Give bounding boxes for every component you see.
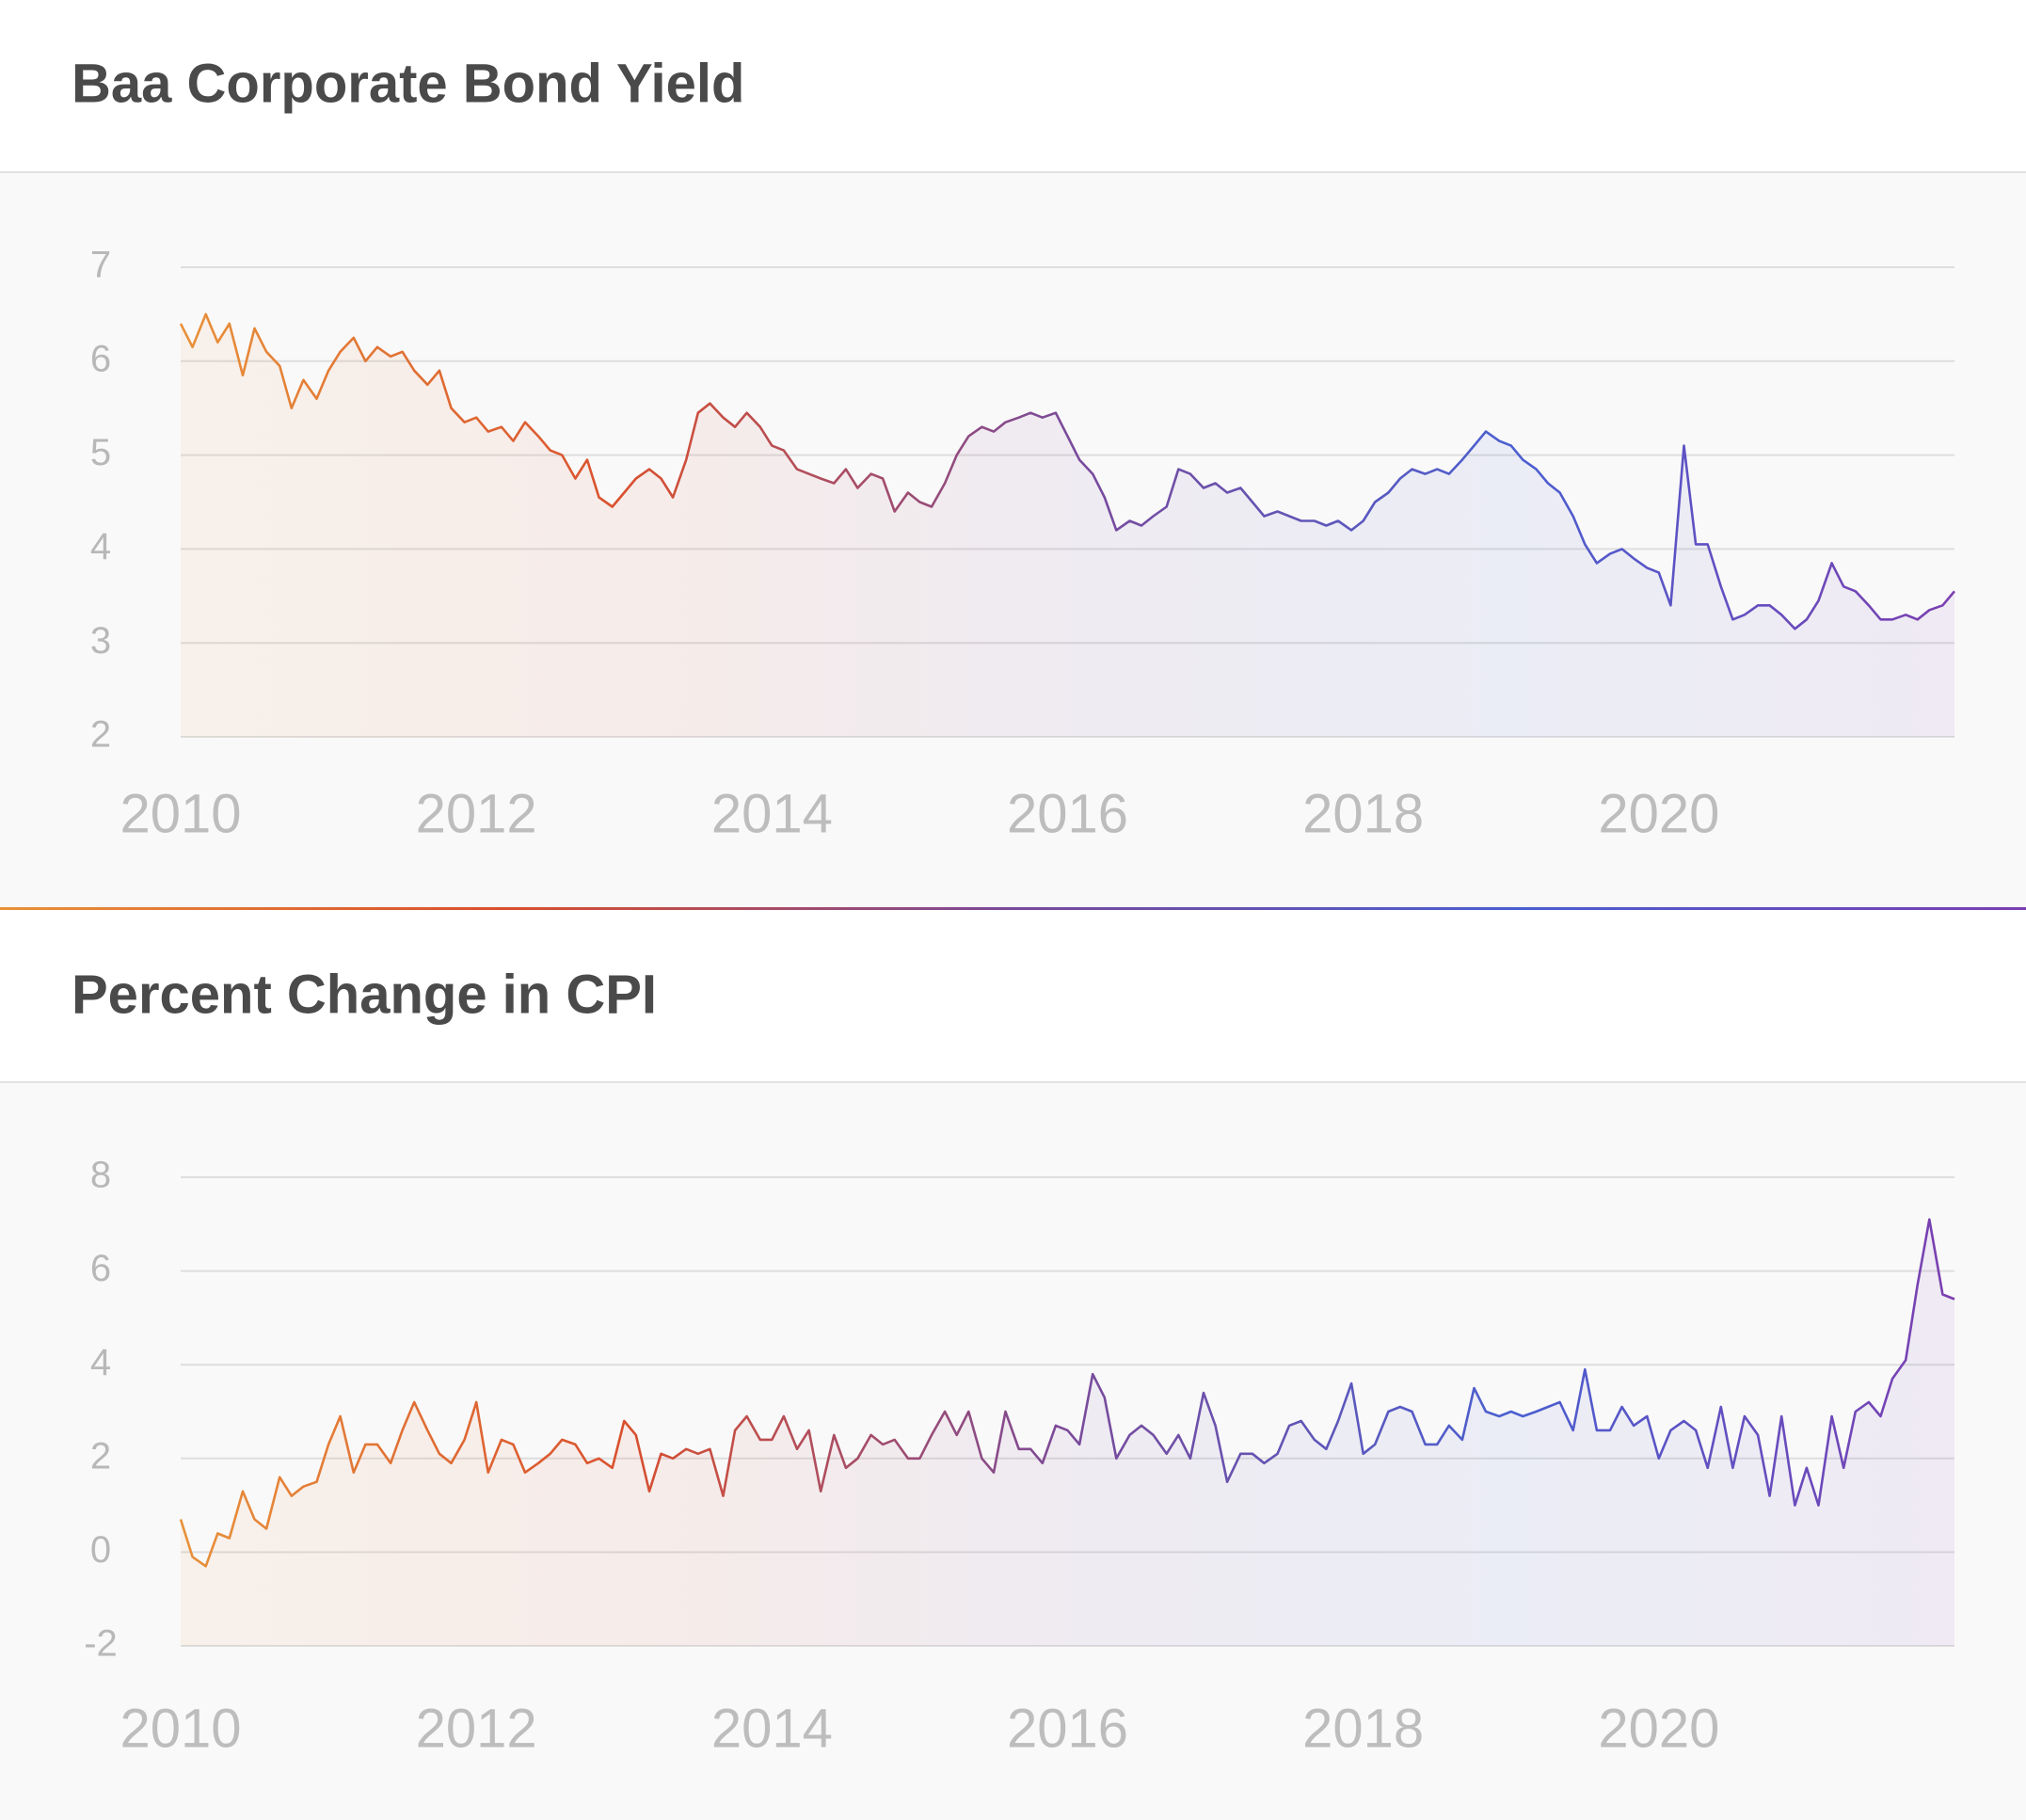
line: [179, 1218, 1955, 1568]
x-tick-label: 2020: [1598, 783, 1719, 844]
area: [181, 313, 1954, 737]
x-tick-label: 2012: [416, 1698, 537, 1759]
x-tick-label: 2012: [416, 783, 537, 844]
x-tick-label: 2014: [711, 1698, 833, 1759]
x-tick-label: 2014: [711, 783, 833, 844]
x-tick-label: 2016: [1007, 783, 1128, 844]
y-tick-label: 0: [90, 1529, 111, 1571]
chart-title: Percent Change in CPI: [72, 964, 657, 1025]
x-tick-label: 2016: [1007, 1698, 1128, 1759]
area: [181, 1219, 1954, 1646]
y-tick-label: 6: [90, 1248, 111, 1289]
y-tick-label: 8: [90, 1155, 111, 1196]
x-tick-label: 2010: [120, 783, 241, 844]
x-tick-label: 2018: [1302, 783, 1424, 844]
y-tick-label: 2: [90, 1435, 111, 1477]
x-tick-label: 2010: [120, 1698, 241, 1759]
y-tick-label: 4: [90, 526, 111, 567]
y-tick-label: 4: [90, 1342, 111, 1383]
x-tick-label: 2020: [1598, 1698, 1719, 1759]
separator: [0, 907, 2026, 910]
y-tick-label: 5: [90, 432, 111, 473]
chart-title: Baa Corporate Bond Yield: [72, 53, 744, 114]
x-tick-label: 2018: [1302, 1698, 1424, 1759]
y-tick-label: 2: [90, 714, 111, 756]
y-tick-label: 7: [90, 245, 111, 286]
y-tick-label: -2: [84, 1623, 118, 1665]
line: [179, 312, 1955, 631]
y-tick-label: 3: [90, 620, 111, 662]
y-tick-label: 6: [90, 338, 111, 379]
